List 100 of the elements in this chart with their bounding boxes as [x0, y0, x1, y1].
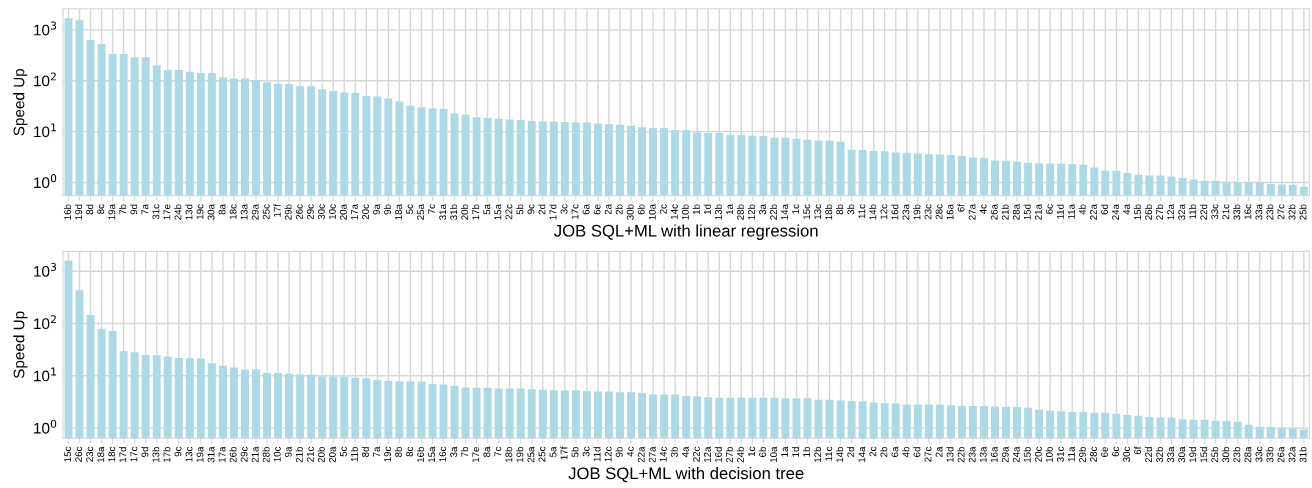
x-tick-label: 6e: [593, 204, 601, 215]
x-tick-label: 27a: [648, 446, 656, 463]
x-tick-label: 5a: [483, 204, 491, 215]
x-tick-label: 3a: [450, 446, 458, 457]
x-tick-label: 7b: [461, 446, 469, 457]
x-tick-label: 2b: [615, 204, 623, 215]
x-tick-label: 12c: [880, 204, 888, 219]
x-tick-label: 5c: [406, 204, 414, 214]
x-tick-label: 16d: [714, 447, 722, 463]
x-tick-label: 32b: [1155, 446, 1164, 463]
x-tick-label: 2a: [604, 204, 612, 215]
x-tick-label: 33c: [1255, 446, 1263, 462]
x-tick-label: 10c: [273, 446, 281, 462]
x-tick-label: 28a: [1244, 446, 1252, 463]
x-tick-label: 17a: [351, 204, 358, 220]
x-tick-label: 6c: [1112, 446, 1119, 457]
x-tick-label: 2b: [880, 446, 888, 457]
x-tick-label: 30a: [1178, 446, 1186, 463]
x-tick-label: 24b: [736, 446, 744, 463]
x-tick-label: 2d: [538, 204, 546, 215]
x-tick-label: 20a: [328, 446, 336, 463]
x-tick-label: 7a: [141, 204, 149, 215]
x-tick-label: 6e: [1101, 446, 1108, 457]
x-tick-label: 25a: [417, 204, 425, 220]
x-tick-label: 3b: [847, 204, 855, 215]
y-tick-label: 10$^{0}$: [34, 419, 57, 434]
x-tick-label: 25b: [1211, 446, 1219, 463]
x-tick-label: 26a: [1277, 446, 1285, 463]
x-tick-label: 19d: [1189, 447, 1197, 463]
x-tick-label: 9c: [174, 446, 182, 457]
x-tick-label: 31b: [450, 204, 458, 220]
x-tick-label: 17b: [472, 204, 480, 220]
x-tick-label: 17b: [163, 446, 171, 463]
x-tick-label: 27b: [725, 446, 733, 463]
x-tick-label: 2a: [935, 446, 943, 457]
x-tick-label: 30c: [1123, 446, 1130, 462]
x-tick-label: 19c: [196, 204, 204, 219]
x-tick-label: 13a: [979, 446, 987, 463]
x-tick-label: 18a: [395, 204, 402, 220]
x-tick-label: 6b: [758, 446, 766, 457]
x-tick-label: 33a: [1255, 204, 1263, 220]
x-tick-label: 1b: [692, 204, 700, 215]
x-tick-label: 8a: [218, 204, 226, 215]
x-tick-label: 22c: [505, 204, 513, 220]
x-tick-label: 5b: [516, 204, 524, 215]
x-tick-label: 11b: [1189, 204, 1197, 219]
x-tick-label: 15c: [803, 204, 811, 219]
y-tick-label: 10$^{3}$: [34, 262, 57, 277]
x-tick-label: 19d: [74, 204, 83, 220]
x-tick-label: 1d: [703, 204, 711, 215]
x-tick-label: 17e: [163, 204, 171, 220]
y-tick-label: 10$^{1}$: [34, 123, 56, 138]
x-tick-label: 19a: [196, 446, 204, 463]
x-tick-label: 2c: [659, 204, 667, 214]
x-tick-label: 31c: [1056, 446, 1064, 462]
x-tick-label: 9b: [615, 446, 623, 457]
x-tick-label: 21c: [1222, 204, 1230, 220]
x-tick-label: 7c: [494, 446, 502, 457]
x-tick-label: 15d: [1023, 204, 1031, 220]
x-tick-label: 26b: [1144, 204, 1153, 220]
x-tick-label: 6d: [913, 447, 921, 457]
x-tick-label: 10a: [648, 204, 656, 220]
x-tick-label: 18a: [97, 446, 105, 463]
x-tick-label: 13d: [185, 204, 193, 220]
x-tick-label: 33b: [1266, 446, 1274, 463]
x-tick-label: 8a: [483, 446, 491, 457]
x-tick-label: 25c: [262, 204, 270, 220]
x-tick-label: 30b: [626, 204, 634, 220]
x-tick-label: 29b: [1078, 446, 1086, 463]
y-tick-label: 10$^{0}$: [34, 174, 57, 189]
x-tick-label: 16b: [63, 204, 72, 220]
x-tick-label: 22c: [692, 446, 700, 462]
x-tick-label: 30c: [317, 204, 325, 220]
x-tick-label: 28c: [935, 204, 943, 220]
x-tick-label: 16a: [946, 204, 954, 220]
x-tick-label: 9a: [284, 446, 292, 457]
x-tick-label: 26b: [229, 446, 237, 463]
x-tick-label: 13a: [240, 204, 248, 220]
x-tick-label: 8c: [406, 446, 414, 457]
x-tick-label: 29c: [306, 204, 314, 220]
x-tick-label: 18c: [229, 204, 237, 219]
x-axis-title: JOB SQL+ML with linear regression: [554, 224, 818, 240]
x-tick-label: 13d: [946, 447, 954, 463]
x-tick-label: 23c: [924, 204, 932, 220]
x-tick-label: 7a: [373, 446, 380, 457]
x-tick-label: 1c: [792, 204, 800, 214]
x-tick-label: 28b: [736, 204, 744, 220]
y-axis-title: Speed Up: [13, 68, 28, 136]
x-tick-label: 11d: [593, 447, 601, 462]
x-tick-label: 15a: [494, 204, 502, 220]
x-tick-label: 16c: [1244, 204, 1252, 219]
x-tick-label: 10c: [328, 204, 336, 219]
x-tick-label: 22a: [637, 446, 645, 463]
x-tick-label: 27c: [924, 446, 932, 462]
x-tick-label: 33c: [1211, 204, 1219, 220]
x-tick-label: 21a: [251, 446, 259, 463]
x-tick-label: 19b: [516, 446, 524, 463]
x-tick-label: 11c: [858, 204, 866, 219]
x-tick-label: 20a: [339, 204, 347, 220]
x-tick-label: 1a: [726, 204, 733, 215]
